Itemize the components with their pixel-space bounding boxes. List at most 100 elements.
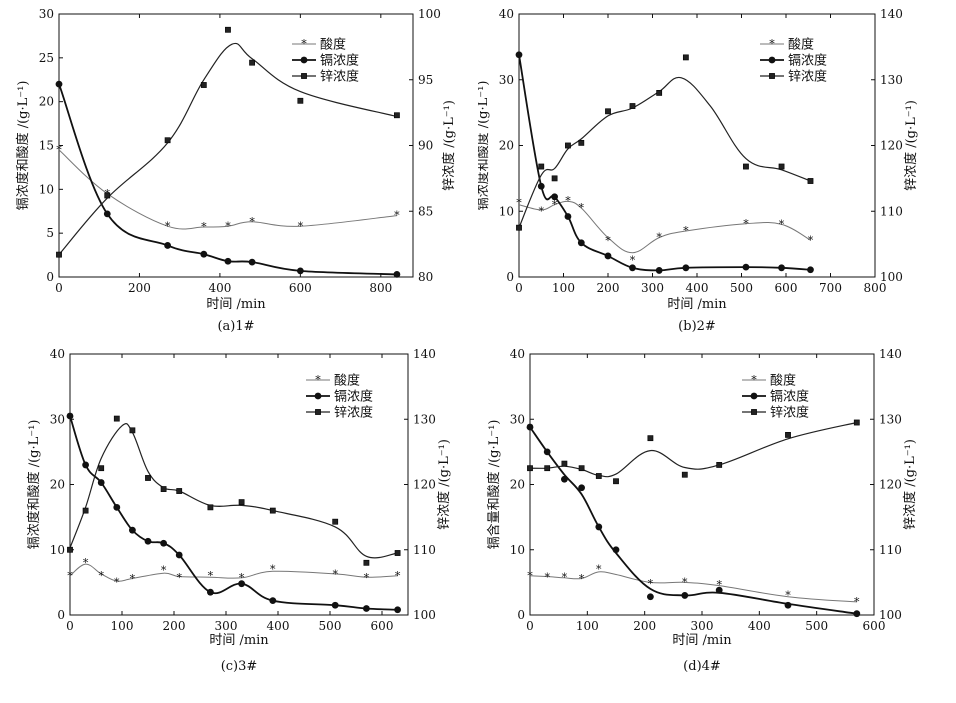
x-tick-label: 200 [163, 619, 186, 633]
x-tick-label: 700 [819, 281, 842, 295]
data-point-square [538, 163, 545, 170]
x-tick-label: 100 [576, 619, 599, 633]
data-point-star: * [332, 568, 338, 581]
data-point-square [656, 90, 663, 96]
data-point-star: * [682, 576, 688, 589]
data-point-star: * [516, 196, 522, 209]
data-point-legend: * [315, 374, 321, 387]
data-point-dot [363, 605, 370, 612]
data-point-legend [750, 392, 758, 400]
legend-label: 锌浓度 [788, 69, 827, 85]
data-point-square [527, 465, 533, 472]
data-point-star: * [394, 209, 400, 222]
data-point-dot [296, 267, 304, 275]
x-tick-label: 100 [111, 619, 134, 633]
legend-label: 酸度 [334, 373, 360, 389]
x-tick-label: 200 [597, 281, 620, 295]
data-point-legend: * [301, 38, 307, 51]
data-point-star: * [779, 218, 785, 231]
legend-label: 镉浓度 [320, 53, 359, 69]
x-tick-label: 500 [319, 619, 342, 633]
y-left-axis-label: 镉含量和酸度 /(g·L⁻¹) [486, 420, 502, 550]
data-point-dot [113, 503, 121, 511]
x-tick-label: 400 [748, 619, 771, 633]
x-tick-label: 400 [686, 281, 709, 295]
data-point-star: * [579, 573, 585, 586]
data-point-dot [200, 250, 208, 258]
legend-label: 镉浓度 [788, 53, 827, 69]
panel-caption: (a)1# [217, 319, 254, 334]
series-square [67, 415, 401, 566]
data-point-dot [778, 264, 785, 272]
data-point-star: * [579, 202, 585, 215]
chart-panel-d: 0 100 200 300 400 500 600 0 10 20 30 40 100 110 120 130… [486, 347, 918, 674]
data-point-square [682, 54, 689, 61]
x-tick-label: 600 [863, 619, 886, 633]
y-right-axis-label: 锌浓度 /(g·L⁻¹) [903, 100, 919, 191]
data-point-dot [715, 586, 723, 594]
y-right-tick-label: 110 [879, 543, 902, 557]
x-tick-label: 0 [55, 281, 63, 295]
y-left-axis-label: 镉浓度和酸度 /(g·L⁻¹) [15, 81, 31, 211]
series-line-square [58, 42, 398, 255]
data-point-star: * [544, 571, 550, 584]
data-point-dot [551, 193, 558, 201]
data-point-square [605, 108, 611, 115]
x-tick-label: 0 [66, 619, 74, 633]
data-point-square [98, 465, 105, 472]
data-point-star: * [785, 589, 791, 602]
data-point-dot [394, 606, 401, 614]
data-point-square [160, 486, 167, 492]
data-point-dot [515, 51, 523, 59]
x-tick-label: 600 [371, 619, 394, 633]
y-right-tick-label: 130 [879, 412, 902, 426]
data-point-star: * [67, 569, 73, 582]
data-point-square [681, 471, 688, 478]
series-dot [526, 423, 861, 618]
y-left-tick-label: 20 [499, 139, 514, 153]
y-left-axis-label: 镉浓度和酸度 /(g·L⁻¹) [478, 81, 491, 211]
data-point-dot [853, 610, 861, 618]
y-left-tick-label: 25 [39, 51, 54, 65]
data-point-star: * [552, 198, 558, 211]
data-point-square [332, 518, 339, 525]
data-point-dot [647, 593, 654, 601]
data-point-dot [82, 461, 89, 469]
series-line-square [518, 76, 811, 228]
data-point-dot [97, 479, 105, 486]
y-right-tick-label: 100 [879, 608, 902, 622]
series-line-square [529, 421, 857, 478]
x-axis-label: 时间 /min [206, 297, 266, 312]
data-point-square [778, 163, 785, 170]
y-left-tick-label: 40 [499, 7, 514, 21]
series-dot [55, 80, 401, 278]
x-tick-label: 400 [267, 619, 290, 633]
data-point-star: * [539, 205, 545, 218]
x-axis-label: 时间 /min [667, 297, 727, 312]
data-point-dot [561, 475, 568, 483]
data-point-square [595, 473, 602, 479]
series-square [56, 26, 400, 258]
plot-frame [58, 13, 414, 278]
data-point-square [297, 97, 304, 104]
y-right-tick-label: 140 [880, 7, 903, 21]
data-point-star: * [683, 225, 689, 238]
y-left-tick-label: 30 [510, 412, 525, 426]
data-point-star: * [648, 577, 654, 590]
data-point-square [544, 465, 551, 472]
legend-label: 锌浓度 [320, 69, 359, 85]
data-point-star: * [743, 217, 749, 230]
series-star: * * * * * * * * * * * * * [67, 556, 401, 589]
data-point-legend [301, 73, 307, 79]
y-right-tick-label: 80 [418, 270, 433, 284]
data-point-star: * [630, 254, 636, 267]
data-point-dot [577, 239, 585, 247]
y-right-tick-label: 140 [413, 347, 436, 361]
legend-label: 镉浓度 [770, 389, 809, 405]
y-left-tick-label: 40 [50, 347, 65, 361]
data-point-dot [629, 264, 636, 272]
data-point-star: * [114, 576, 120, 589]
series-square [516, 54, 814, 231]
data-point-star: * [56, 143, 62, 156]
